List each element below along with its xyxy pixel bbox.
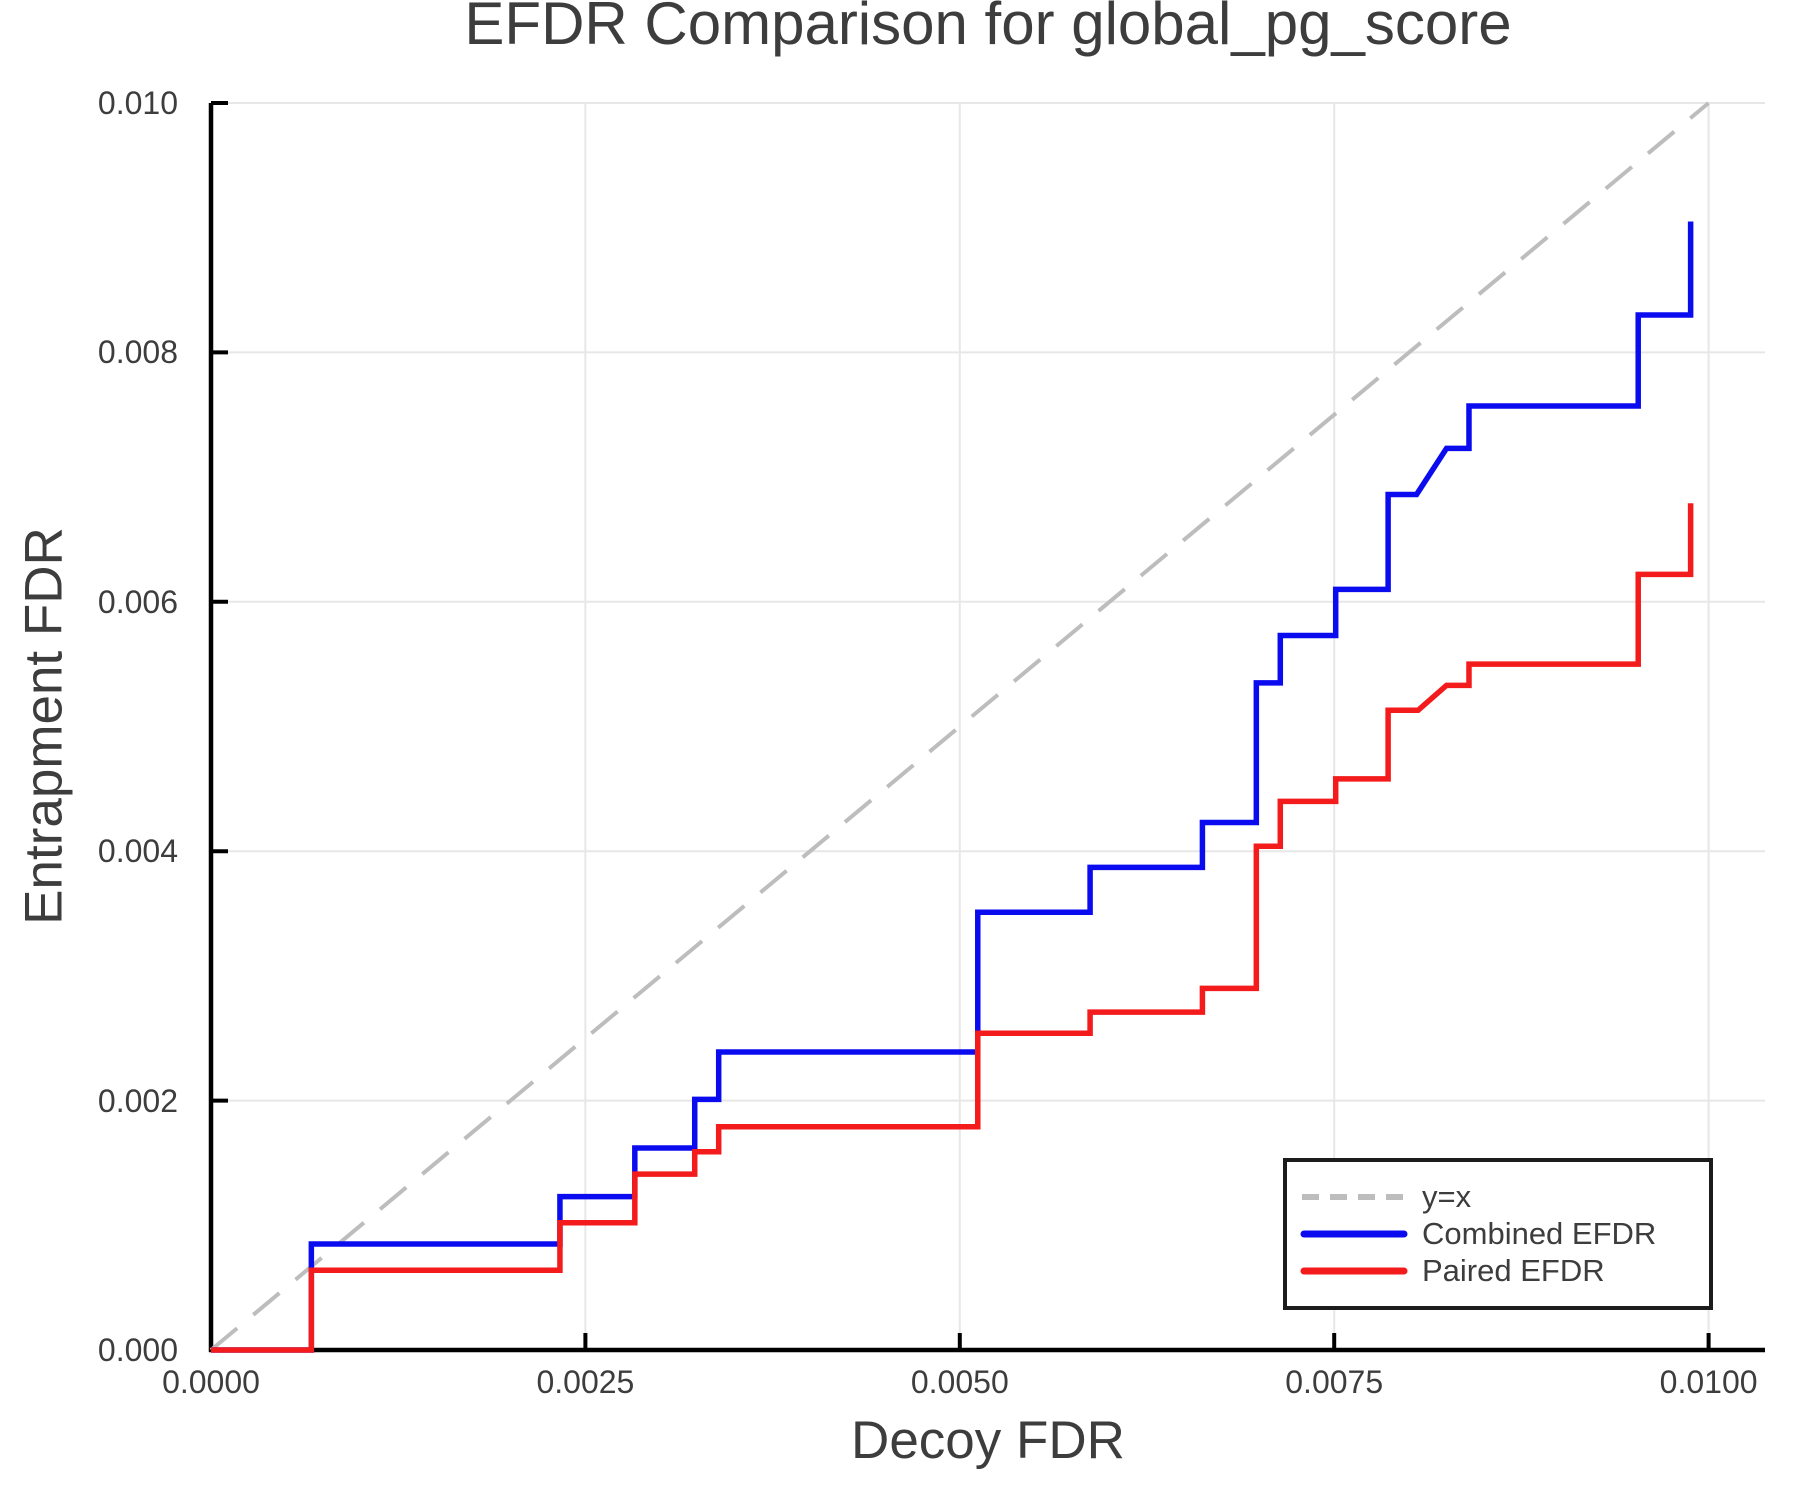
- legend-item-paired-efdr: Paired EFDR: [1300, 1253, 1709, 1290]
- dashed-line-sample-icon: [1302, 1194, 1406, 1200]
- red-line-sample-icon: [1300, 1267, 1408, 1275]
- y-tick-label: 0.008: [97, 334, 178, 371]
- blue-line-sample-icon: [1300, 1230, 1408, 1238]
- x-axis-label: Decoy FDR: [851, 1411, 1125, 1470]
- legend-label: y=x: [1422, 1179, 1472, 1214]
- legend-label: Paired EFDR: [1422, 1253, 1605, 1288]
- legend: y=x Combined EFDR Paired EFDR: [1283, 1158, 1713, 1310]
- y-tick-label: 0.000: [97, 1332, 178, 1368]
- x-tick-label: 0.0075: [1285, 1364, 1384, 1400]
- reference-line: [209, 101, 1710, 1352]
- x-tick-label: 0.0025: [536, 1364, 635, 1400]
- legend-item-yx: y=x: [1300, 1179, 1709, 1216]
- chart-title: EFDR Comparison for global_pg_score: [464, 0, 1512, 57]
- y-tick-label: 0.004: [97, 833, 178, 870]
- y-tick-label: 0.010: [97, 85, 178, 121]
- series-line-paired-efdr: [211, 503, 1694, 1353]
- x-tick-label: 0.0100: [1659, 1364, 1758, 1400]
- y-tick-label: 0.002: [97, 1082, 178, 1119]
- y-tick-label: 0.006: [97, 583, 178, 620]
- legend-item-combined-efdr: Combined EFDR: [1300, 1216, 1709, 1253]
- x-tick-label: 0.0000: [162, 1364, 260, 1400]
- x-tick-label: 0.0050: [910, 1364, 1009, 1400]
- legend-label: Combined EFDR: [1422, 1216, 1657, 1251]
